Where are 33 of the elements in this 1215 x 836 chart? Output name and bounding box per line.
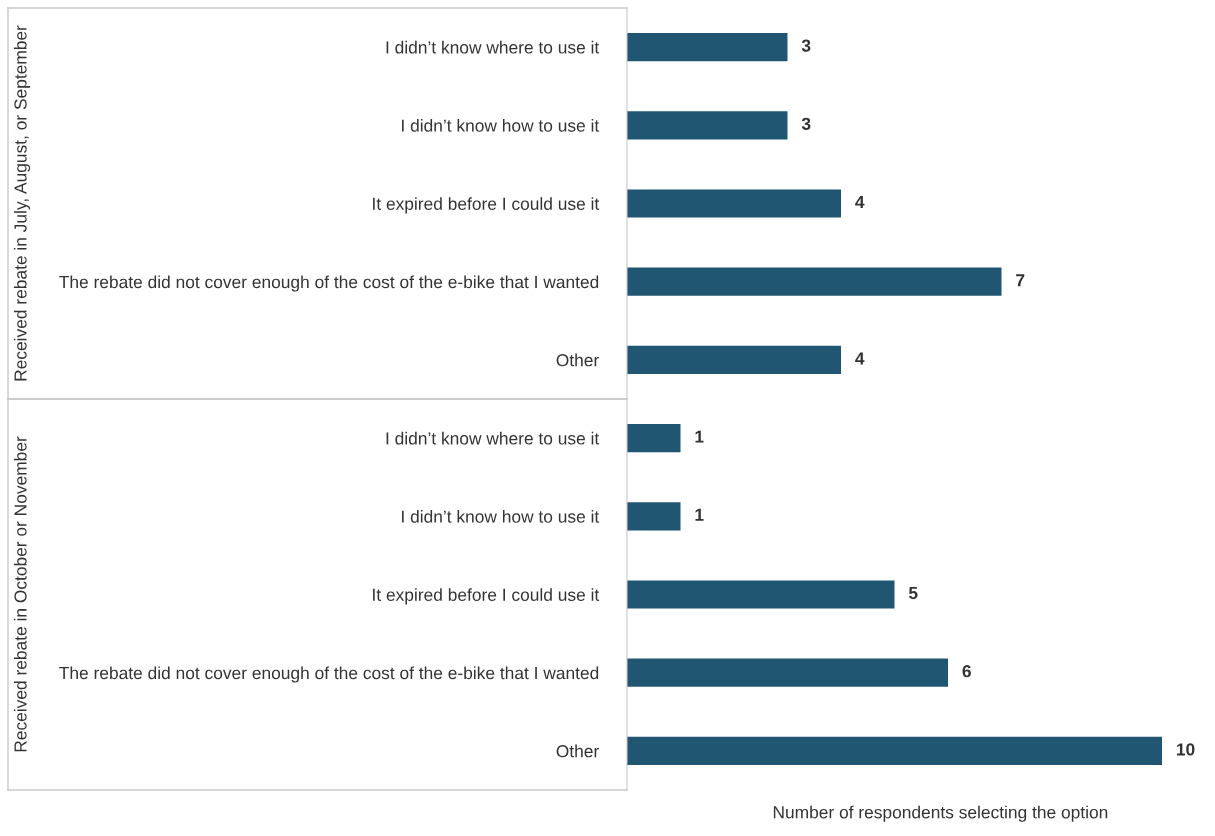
data-label: 6 (962, 665, 971, 678)
data-label: 3 (801, 117, 811, 130)
y-tick-label: The rebate did not cover enough of the cost of the e-bike that I wanted (59, 666, 599, 683)
x-axis-title: Number of respondents selecting the option (773, 805, 1108, 822)
y-tick-label: The rebate did not cover enough of the cost of the e-bike that I wanted (59, 275, 599, 292)
bar (627, 424, 681, 453)
data-label: 5 (908, 587, 918, 600)
bar (627, 736, 1162, 765)
y-tick-label: I didn’t know how to use it (402, 119, 600, 132)
data-label: 1 (695, 430, 704, 443)
data-label: 7 (1016, 274, 1025, 287)
y-tick-label: It expired before I could use it (373, 197, 600, 214)
y-tick-label: Other (556, 353, 599, 367)
bar (627, 658, 948, 687)
bar (627, 345, 841, 374)
bar (627, 580, 895, 609)
data-label: 1 (695, 508, 704, 521)
text: Received rebate in July, August, or September (13, 25, 31, 381)
bar (627, 33, 788, 62)
bar (627, 267, 1002, 296)
y-tick-label: I didn’t know where to use it (386, 40, 600, 54)
y-tick-label: It expired before I could use it (373, 588, 600, 605)
data-label: 4 (855, 352, 865, 365)
bar (627, 502, 681, 531)
bar (627, 111, 788, 140)
data-label: 3 (801, 39, 811, 52)
data-label: 4 (855, 196, 865, 208)
y-tick-label: I didn’t know how to use it (402, 510, 600, 523)
y-tick-label: Other (556, 744, 599, 758)
y-tick-label: I didn’t know where to use it (386, 431, 600, 445)
bar (627, 189, 841, 218)
data-label: 10 (1176, 743, 1195, 756)
text: Received rebate in October or November (13, 436, 27, 752)
